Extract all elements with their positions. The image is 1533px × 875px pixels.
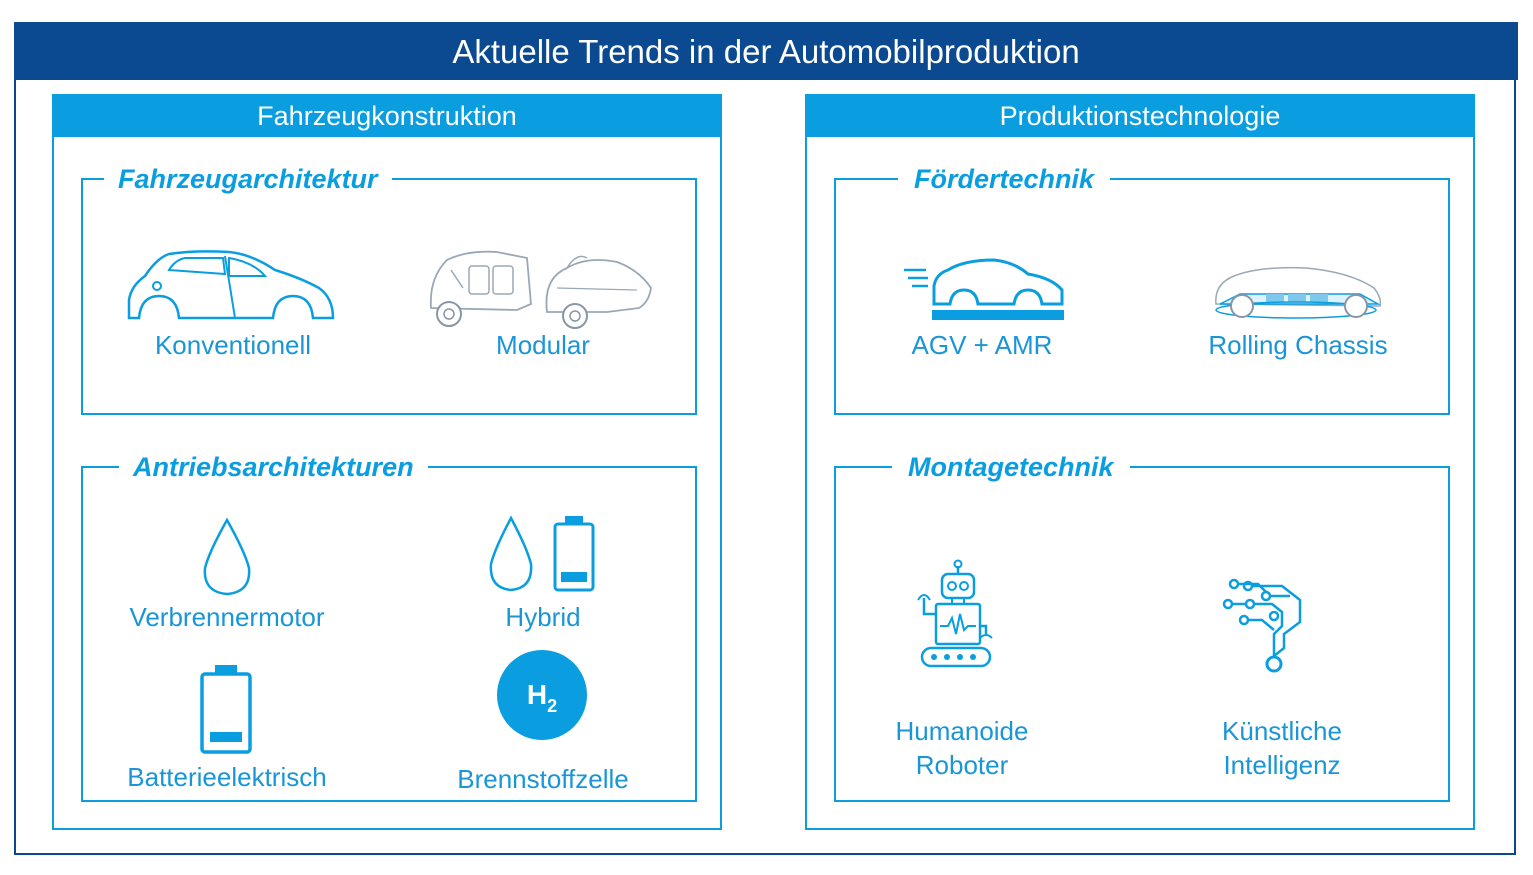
- group-title: Fördertechnik: [898, 163, 1111, 195]
- circuit-ai-icon: [1222, 576, 1310, 679]
- column-fahrzeugkonstruktion: Fahrzeugkonstruktion Fahrzeugarchitektur…: [52, 94, 722, 830]
- fuel-drop-icon: [201, 517, 253, 601]
- hydrogen-subscript: 2: [547, 696, 558, 716]
- rolling-chassis-icon: [1210, 264, 1384, 327]
- item-label-modular: Modular: [496, 330, 590, 360]
- agv-car-icon: [904, 256, 1068, 331]
- item-label-brennstoffzelle: Brennstoffzelle: [457, 764, 629, 794]
- item-label-humanoide-roboter-1: Humanoide: [895, 716, 1029, 746]
- page-title: Aktuelle Trends in der Automobilprodukti…: [14, 22, 1518, 80]
- drop-and-battery-icon: [485, 514, 597, 599]
- item-label-rolling-chassis: Rolling Chassis: [1208, 330, 1388, 360]
- group-montagetechnik: Montagetechnik Hum: [834, 451, 1450, 802]
- group-title: Antriebsarchitekturen: [119, 451, 428, 483]
- group-antriebsarchitekturen: Antriebsarchitekturen Verbrennermotor Hy…: [81, 451, 697, 802]
- group-title: Montagetechnik: [892, 451, 1130, 483]
- group-foerdertechnik: Fördertechnik AGV + AMR R: [834, 163, 1450, 415]
- item-label-kuenstliche-intelligenz-2: Intelligenz: [1223, 750, 1341, 780]
- item-label-konventionell: Konventionell: [154, 330, 312, 360]
- item-label-hybrid: Hybrid: [505, 602, 581, 632]
- group-fahrzeugarchitektur: Fahrzeugarchitektur Konventionell: [81, 163, 697, 415]
- car-outline-icon: [125, 248, 337, 333]
- hydrogen-symbol: H: [526, 679, 548, 710]
- robot-icon: [914, 559, 1000, 677]
- battery-icon: [199, 664, 255, 761]
- item-label-agv-amr: AGV + AMR: [911, 330, 1053, 360]
- modular-vehicle-icon: [427, 248, 655, 335]
- group-title: Fahrzeugarchitektur: [104, 163, 392, 195]
- column-header: Produktionstechnologie: [807, 96, 1473, 137]
- column-header: Fahrzeugkonstruktion: [54, 96, 720, 137]
- column-produktionstechnologie: Produktionstechnologie Fördertechnik AGV…: [805, 94, 1475, 830]
- item-label-batterieelektrisch: Batterieelektrisch: [127, 762, 327, 792]
- hydrogen-icon: H2: [497, 650, 587, 740]
- item-label-verbrennermotor: Verbrennermotor: [129, 602, 325, 632]
- item-label-kuenstliche-intelligenz-1: Künstliche: [1222, 716, 1342, 746]
- item-label-humanoide-roboter-2: Roboter: [915, 750, 1009, 780]
